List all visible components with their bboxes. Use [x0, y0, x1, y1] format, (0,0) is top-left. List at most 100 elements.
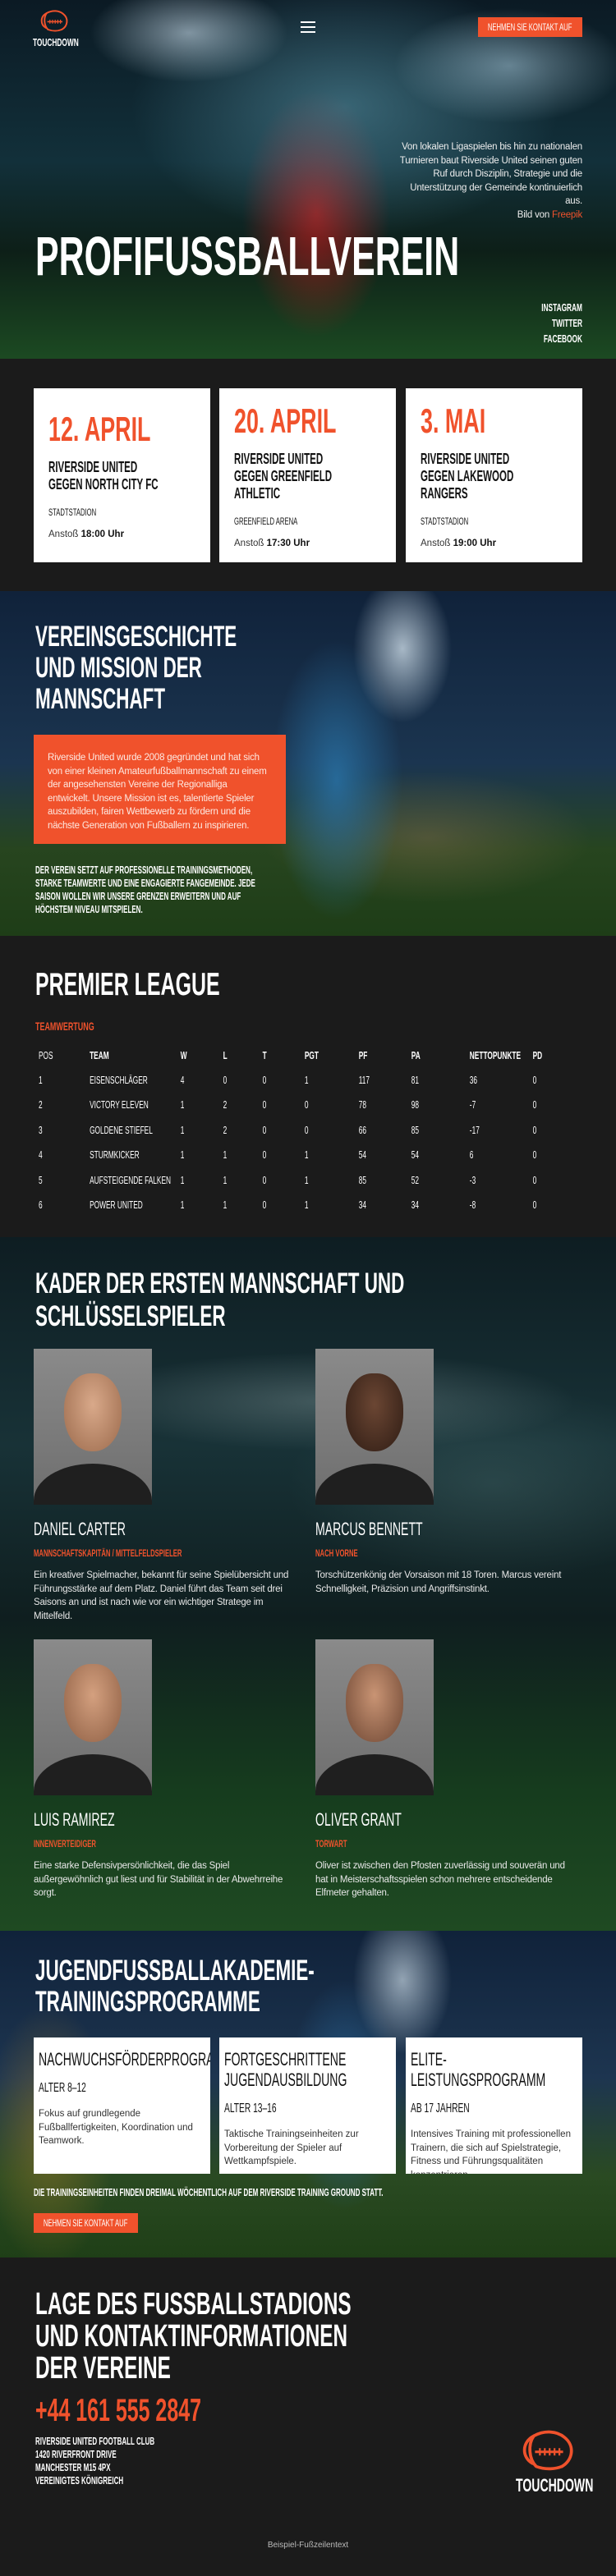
player-card: LUIS RAMIREZ INNENVERTEIDIGER Eine stark…	[34, 1639, 305, 1898]
squad-title-line: SCHLÜSSELSPIELER	[35, 1300, 226, 1332]
program-age: ALTER 13–16	[224, 2102, 277, 2115]
match-venue: STADTSTADION	[421, 515, 469, 527]
squad-title-line: KADER DER ERSTEN MANNSCHAFT UND	[35, 1267, 405, 1299]
match-kickoff: Anstoß 18:00 Uhr	[48, 529, 195, 539]
table-cell: 52	[411, 1173, 420, 1186]
table-cell: 36	[469, 1073, 478, 1086]
column-header: W	[180, 1048, 187, 1061]
player-desc: Oliver ist zwischen den Pfosten zuverläs…	[315, 1861, 565, 1898]
squad-section: KADER DER ERSTEN MANNSCHAFT UND SCHLÜSSE…	[0, 1237, 616, 1931]
league-title: PREMIER LEAGUE	[35, 967, 220, 1002]
program-desc: Taktische Trainingseinheiten zur Vorbere…	[224, 2129, 359, 2166]
table-cell: 1	[223, 1148, 228, 1161]
table-cell: Goldene Stiefel	[90, 1123, 153, 1136]
table-header: POS TEAM W L T PGT PF PA NETTOPUNKTE PD	[39, 1043, 554, 1067]
social-links: INSTAGRAM TWITTER FACEBOOK	[484, 300, 582, 346]
player-desc: Eine starke Defensivpersönlichkeit, die …	[34, 1861, 283, 1898]
table-cell: 1	[304, 1148, 309, 1161]
player-card: DANIEL CARTER MANNSCHAFTSKAPITÄN / MITTE…	[34, 1349, 305, 1621]
academy-contact-button[interactable]: NEHMEN SIE KONTAKT AUF	[34, 2213, 138, 2233]
match-date: 3. Mai	[421, 401, 486, 440]
table-cell: 5	[39, 1173, 43, 1186]
contact-button[interactable]: NEHMEN SIE KONTAKT AUF	[478, 17, 582, 37]
table-cell: 117	[358, 1073, 370, 1086]
match-card: 3. Mai RIVERSIDE UNITED GEGEN LAKEWOOD RAN…	[406, 388, 582, 562]
football-icon	[35, 10, 73, 33]
table-cell: Sturmkicker	[90, 1148, 140, 1161]
footer-logo[interactable]: TOUCHDOWN	[511, 2430, 593, 2495]
squad-title: KADER DER ERSTEN MANNSCHAFT UND SCHLÜSSE…	[35, 1267, 612, 1333]
history-title-line: UND MISSION DER	[35, 652, 202, 684]
column-header: PGT	[304, 1048, 319, 1061]
column-header: T	[262, 1048, 267, 1061]
hamburger-menu-icon[interactable]	[301, 20, 315, 33]
football-icon	[513, 2430, 583, 2473]
program-age: ALTER 8–12	[39, 2081, 86, 2095]
table-row: 6 Power United 1 1 0 1 34 34 -8 0	[39, 1193, 554, 1217]
match-title: ATHLETIC	[234, 484, 281, 502]
table-cell: 0	[262, 1173, 267, 1186]
social-instagram-link[interactable]: INSTAGRAM	[541, 301, 582, 314]
player-card: OLIVER GRANT TORWART Oliver ist zwischen…	[315, 1639, 586, 1898]
table-cell: Power United	[90, 1199, 143, 1211]
history-title: VEREINSGESCHICHTE UND MISSION DER MANNSC…	[35, 621, 350, 715]
table-cell: 2	[223, 1098, 228, 1111]
player-role: NACH VORNE	[315, 1547, 358, 1559]
footer-text: Beispiel-Fußzeilentext	[267, 2541, 349, 2550]
table-cell: 1	[180, 1173, 185, 1186]
table-cell: 6	[469, 1148, 474, 1161]
history-title-line: MANNSCHAFT	[35, 683, 166, 715]
table-cell: 66	[358, 1123, 367, 1136]
freepik-link[interactable]: Freepik	[552, 209, 582, 220]
program-title: JUGENDAUSBILDUNG	[224, 2070, 347, 2090]
kickoff-label: Anstoß	[421, 538, 451, 548]
player-photo	[315, 1639, 434, 1795]
table-cell: 1	[180, 1123, 185, 1136]
credit-prefix: Bild von	[517, 209, 550, 220]
player-name: LUIS RAMIREZ	[34, 1809, 115, 1830]
social-facebook-link[interactable]: FACEBOOK	[543, 332, 582, 345]
table-cell: 1	[180, 1098, 185, 1111]
table-cell: 0	[532, 1098, 537, 1111]
player-role: TORWART	[315, 1838, 347, 1849]
program-desc: Fokus auf grundlegende Fußballfertigkeit…	[39, 2109, 193, 2146]
program-title: NACHWUCHSFÖRDERPROGRAMM	[39, 2049, 210, 2070]
table-cell: 34	[358, 1199, 367, 1211]
table-cell: 1	[223, 1199, 228, 1211]
player-photo	[315, 1349, 434, 1505]
hero-title: PROFIFUSSBALLVEREIN	[35, 226, 460, 287]
table-cell: 0	[262, 1123, 267, 1136]
contact-title-line: UND KONTAKTINFORMATIONEN	[35, 2319, 348, 2354]
table-cell: 1	[304, 1073, 309, 1086]
kickoff-label: Anstoß	[234, 538, 264, 548]
hero-intro-text: Von lokalen Ligaspielen bis hin zu natio…	[399, 142, 582, 206]
league-section: PREMIER LEAGUE TEAMWERTUNG POS TEAM W L T PGT…	[0, 936, 616, 1237]
table-cell: -3	[469, 1173, 476, 1186]
history-statement: DER VEREIN SETZT AUF PROFESSIONELLE TRAI…	[35, 864, 379, 916]
match-title: GEGEN NORTH CITY FC	[48, 476, 159, 493]
table-cell: 34	[411, 1199, 420, 1211]
column-header: L	[223, 1048, 228, 1061]
table-cell: 0	[262, 1148, 267, 1161]
table-cell: 1	[180, 1199, 185, 1211]
social-twitter-link[interactable]: TWITTER	[552, 317, 582, 329]
player-card: MARCUS BENNETT NACH VORNE Torschützenkön…	[315, 1349, 586, 1594]
match-kickoff: Anstoß 19:00 Uhr	[421, 539, 568, 548]
match-title: RIVERSIDE UNITED	[421, 450, 510, 467]
table-cell: 0	[304, 1098, 309, 1111]
program-age: AB 17 JAHREN	[411, 2102, 470, 2115]
table-cell: 1	[304, 1199, 309, 1211]
table-cell: Eisenschläger	[90, 1073, 148, 1086]
statement-line: SAISON WOLLEN WIR UNSERE GRENZEN ERWEITE…	[35, 891, 241, 902]
table-cell: 0	[532, 1073, 537, 1086]
academy-title: JUGENDFUSSBALLAKADEMIE- TRAININGSPROGRAM…	[35, 1955, 471, 2018]
match-title: RIVERSIDE UNITED	[48, 459, 138, 475]
table-cell: 2	[223, 1123, 228, 1136]
column-header: PF	[358, 1048, 368, 1061]
address-line: 1420 RIVERFRONT DRIVE	[35, 2449, 117, 2460]
match-date: 12. April	[48, 410, 151, 448]
table-cell: 1	[304, 1173, 309, 1186]
phone-link[interactable]: +44 161 555 2847	[35, 2393, 201, 2428]
logo[interactable]: TOUCHDOWN	[33, 10, 79, 48]
match-venue: GREENFIELD ARENA	[234, 515, 298, 527]
